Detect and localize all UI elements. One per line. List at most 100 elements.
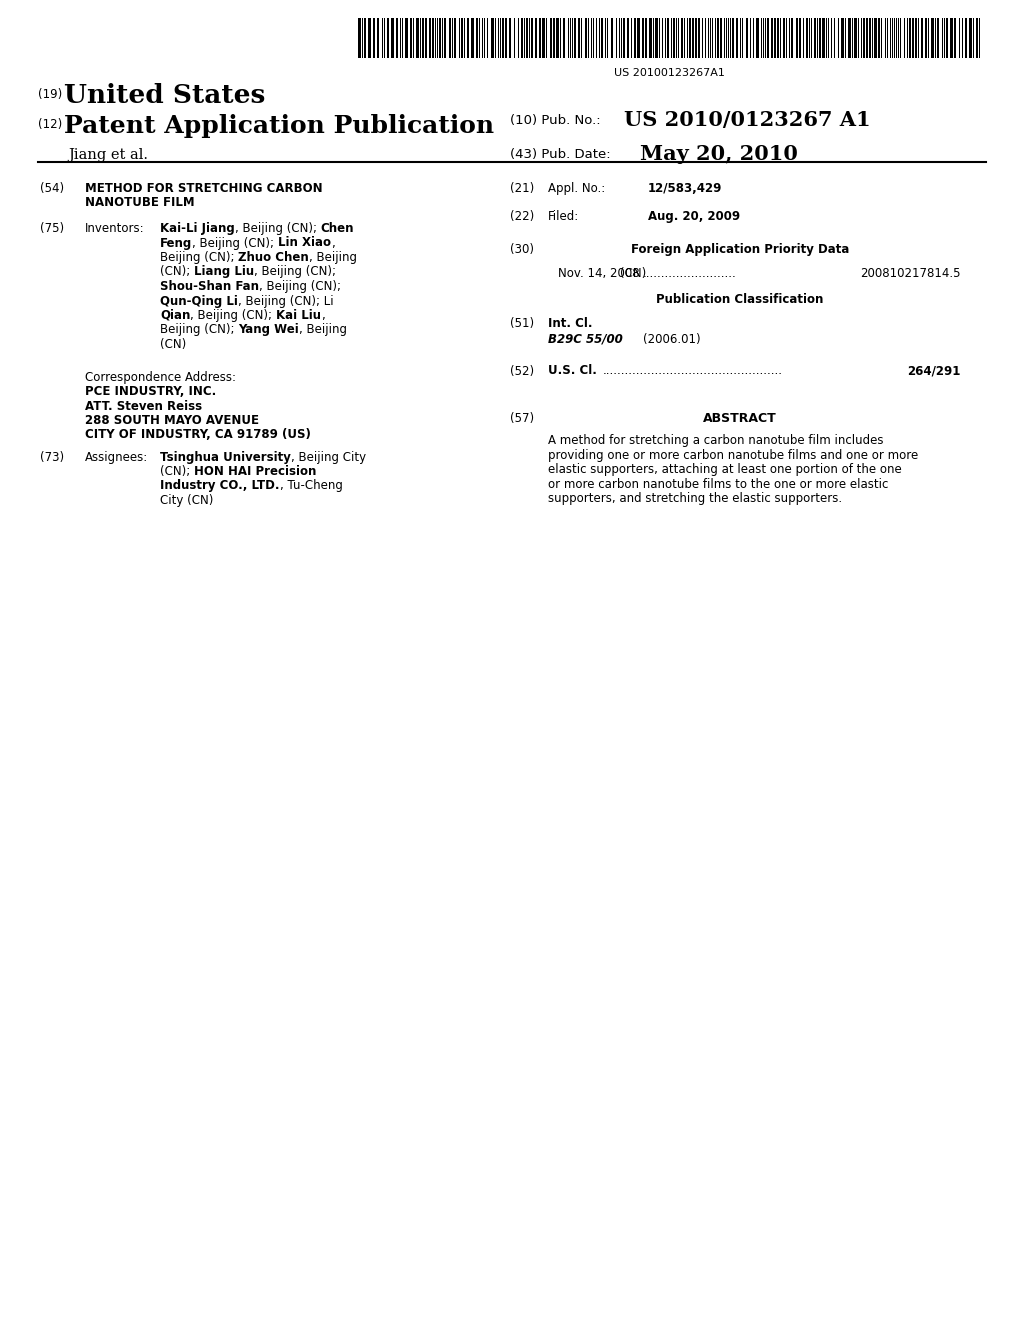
Bar <box>746 18 748 58</box>
Text: Nov. 14, 2008: Nov. 14, 2008 <box>558 267 640 280</box>
Text: NANOTUBE FILM: NANOTUBE FILM <box>85 197 195 210</box>
Bar <box>878 18 880 58</box>
Text: (22): (22) <box>510 210 535 223</box>
Bar <box>976 18 978 58</box>
Text: Qian: Qian <box>160 309 190 322</box>
Bar <box>946 18 948 58</box>
Text: ABSTRACT: ABSTRACT <box>703 412 777 425</box>
Text: B29C 55/00: B29C 55/00 <box>548 333 623 346</box>
Text: , Beijing (CN);: , Beijing (CN); <box>254 265 336 279</box>
Text: 200810217814.5: 200810217814.5 <box>860 267 961 280</box>
Bar <box>841 18 844 58</box>
Text: ,: , <box>331 236 335 249</box>
Text: (75): (75) <box>40 222 65 235</box>
Bar <box>720 18 722 58</box>
Text: , Tu-Cheng: , Tu-Cheng <box>280 479 342 492</box>
Bar <box>526 18 528 58</box>
Text: (CN): (CN) <box>160 338 186 351</box>
Text: Industry CO., LTD.: Industry CO., LTD. <box>160 479 280 492</box>
Text: (2006.01): (2006.01) <box>643 333 700 346</box>
Bar <box>814 18 816 58</box>
Bar <box>406 18 408 58</box>
Bar <box>937 18 939 58</box>
Bar <box>416 18 419 58</box>
Bar <box>950 18 953 58</box>
Text: Kai-Li Jiang: Kai-Li Jiang <box>160 222 234 235</box>
Text: Zhuo Chen: Zhuo Chen <box>239 251 309 264</box>
Bar <box>848 18 851 58</box>
Text: Publication Classification: Publication Classification <box>656 293 823 306</box>
Bar <box>774 18 776 58</box>
Bar <box>717 18 719 58</box>
Text: (CN);: (CN); <box>160 465 194 478</box>
Text: providing one or more carbon nanotube films and one or more: providing one or more carbon nanotube fi… <box>548 449 919 462</box>
Bar <box>925 18 927 58</box>
Bar <box>556 18 559 58</box>
Bar <box>736 18 738 58</box>
Bar <box>454 18 456 58</box>
Text: City (CN): City (CN) <box>160 494 213 507</box>
Text: (73): (73) <box>40 450 65 463</box>
Text: (57): (57) <box>510 412 535 425</box>
Bar <box>642 18 644 58</box>
Bar <box>553 18 555 58</box>
Text: .........................: ......................... <box>643 267 736 280</box>
Bar <box>649 18 652 58</box>
Text: Liang Liu: Liang Liu <box>194 265 254 279</box>
Text: , Beijing: , Beijing <box>299 323 347 337</box>
Text: May 20, 2010: May 20, 2010 <box>640 144 798 164</box>
Bar <box>364 18 366 58</box>
Bar <box>476 18 478 58</box>
Bar <box>439 18 441 58</box>
Bar <box>521 18 523 58</box>
Bar <box>425 18 427 58</box>
Bar <box>627 18 629 58</box>
Bar <box>467 18 469 58</box>
Bar <box>767 18 769 58</box>
Bar <box>387 18 389 58</box>
Bar <box>909 18 911 58</box>
Bar <box>969 18 972 58</box>
Bar <box>863 18 865 58</box>
Text: (30): (30) <box>510 243 534 256</box>
Text: (54): (54) <box>40 182 65 195</box>
Bar <box>655 18 658 58</box>
Text: 12/583,429: 12/583,429 <box>648 182 722 195</box>
Bar <box>822 18 825 58</box>
Text: (51): (51) <box>510 317 535 330</box>
Text: CITY OF INDUSTRY, CA 91789 (US): CITY OF INDUSTRY, CA 91789 (US) <box>85 429 311 441</box>
Bar <box>912 18 914 58</box>
Bar <box>777 18 779 58</box>
Bar <box>698 18 700 58</box>
Bar <box>471 18 474 58</box>
Text: elastic supporters, attaching at least one portion of the one: elastic supporters, attaching at least o… <box>548 463 902 477</box>
Bar <box>645 18 647 58</box>
Bar <box>539 18 541 58</box>
Text: Tsinghua University: Tsinghua University <box>160 450 291 463</box>
Bar <box>695 18 697 58</box>
Bar <box>634 18 636 58</box>
Text: supporters, and stretching the elastic supporters.: supporters, and stretching the elastic s… <box>548 492 842 506</box>
Text: ATT. Steven Reiss: ATT. Steven Reiss <box>85 400 202 412</box>
Bar <box>377 18 379 58</box>
Bar <box>756 18 759 58</box>
Bar <box>869 18 871 58</box>
Text: (43) Pub. Date:: (43) Pub. Date: <box>510 148 610 161</box>
Text: , Beijing (CN); Li: , Beijing (CN); Li <box>238 294 334 308</box>
Bar <box>535 18 537 58</box>
Text: (10) Pub. No.:: (10) Pub. No.: <box>510 114 601 127</box>
Text: , Beijing City: , Beijing City <box>291 450 366 463</box>
Bar <box>681 18 683 58</box>
Bar <box>391 18 394 58</box>
Text: Jiang et al.: Jiang et al. <box>68 148 148 162</box>
Bar <box>396 18 398 58</box>
Bar <box>502 18 504 58</box>
Text: Kai Liu: Kai Liu <box>276 309 322 322</box>
Bar <box>689 18 691 58</box>
Bar <box>915 18 918 58</box>
Bar <box>574 18 575 58</box>
Bar <box>461 18 463 58</box>
Bar <box>578 18 580 58</box>
Bar <box>783 18 785 58</box>
Bar <box>637 18 640 58</box>
